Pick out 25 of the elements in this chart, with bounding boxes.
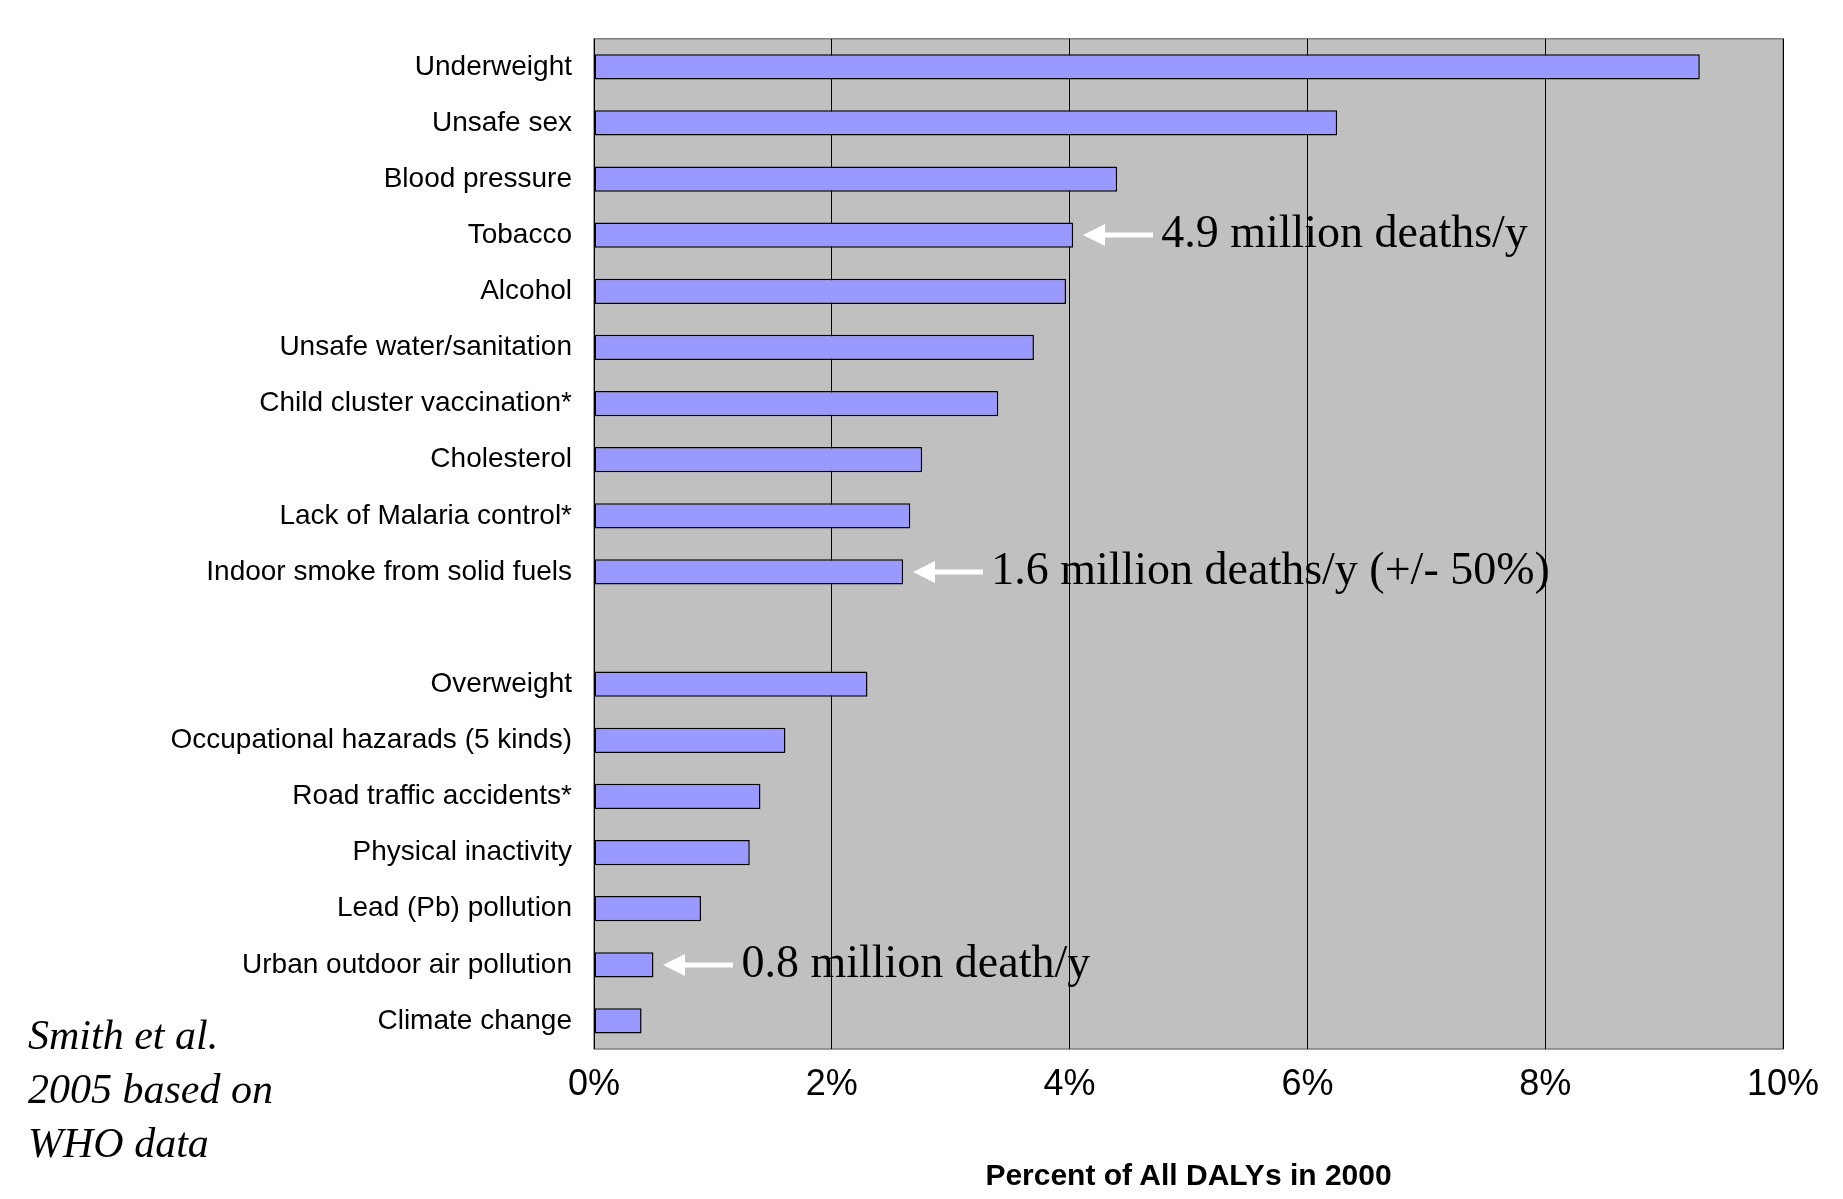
x-tick-label: 8% [1519, 1061, 1572, 1103]
y-tick-label: Cholesterol [430, 442, 572, 474]
y-tick-label: Climate change [377, 1003, 572, 1035]
y-tick-label: Physical inactivity [352, 835, 572, 867]
y-tick-label: Tobacco [467, 217, 572, 249]
y-tick-label: Road traffic accidents* [292, 779, 573, 811]
y-tick-label: Alcohol [480, 274, 572, 306]
y-tick-label: Child cluster vaccination* [259, 386, 573, 418]
y-tick-label: Indoor smoke from solid fuels [206, 554, 572, 586]
x-tick-label: 10% [1746, 1061, 1820, 1103]
y-tick-label: Occupational hazarads (5 kinds) [170, 723, 572, 755]
y-tick-label: Lead (Pb) pollution [336, 891, 572, 923]
y-tick-label: Urban outdoor air pollution [242, 947, 572, 979]
y-tick-label: Overweight [430, 666, 573, 698]
x-tick-label: 6% [1281, 1061, 1334, 1103]
text: Smith et al. 2005 based on WHO data [28, 1011, 274, 1168]
x-tick-label: 4% [1043, 1061, 1096, 1103]
x-axis-title: Percent of All DALYs in 2000 [985, 1158, 1392, 1192]
y-tick-label: Lack of Malaria control* [279, 498, 573, 530]
x-tick-label: 0% [567, 1061, 621, 1103]
y-tick-label: Blood pressure [383, 161, 572, 193]
y-tick-label: Unsafe water/sanitation [279, 330, 572, 362]
y-tick-label: Underweight [414, 49, 573, 81]
x-tick-label: 2% [805, 1061, 858, 1103]
y-tick-label: Unsafe sex [431, 105, 572, 137]
